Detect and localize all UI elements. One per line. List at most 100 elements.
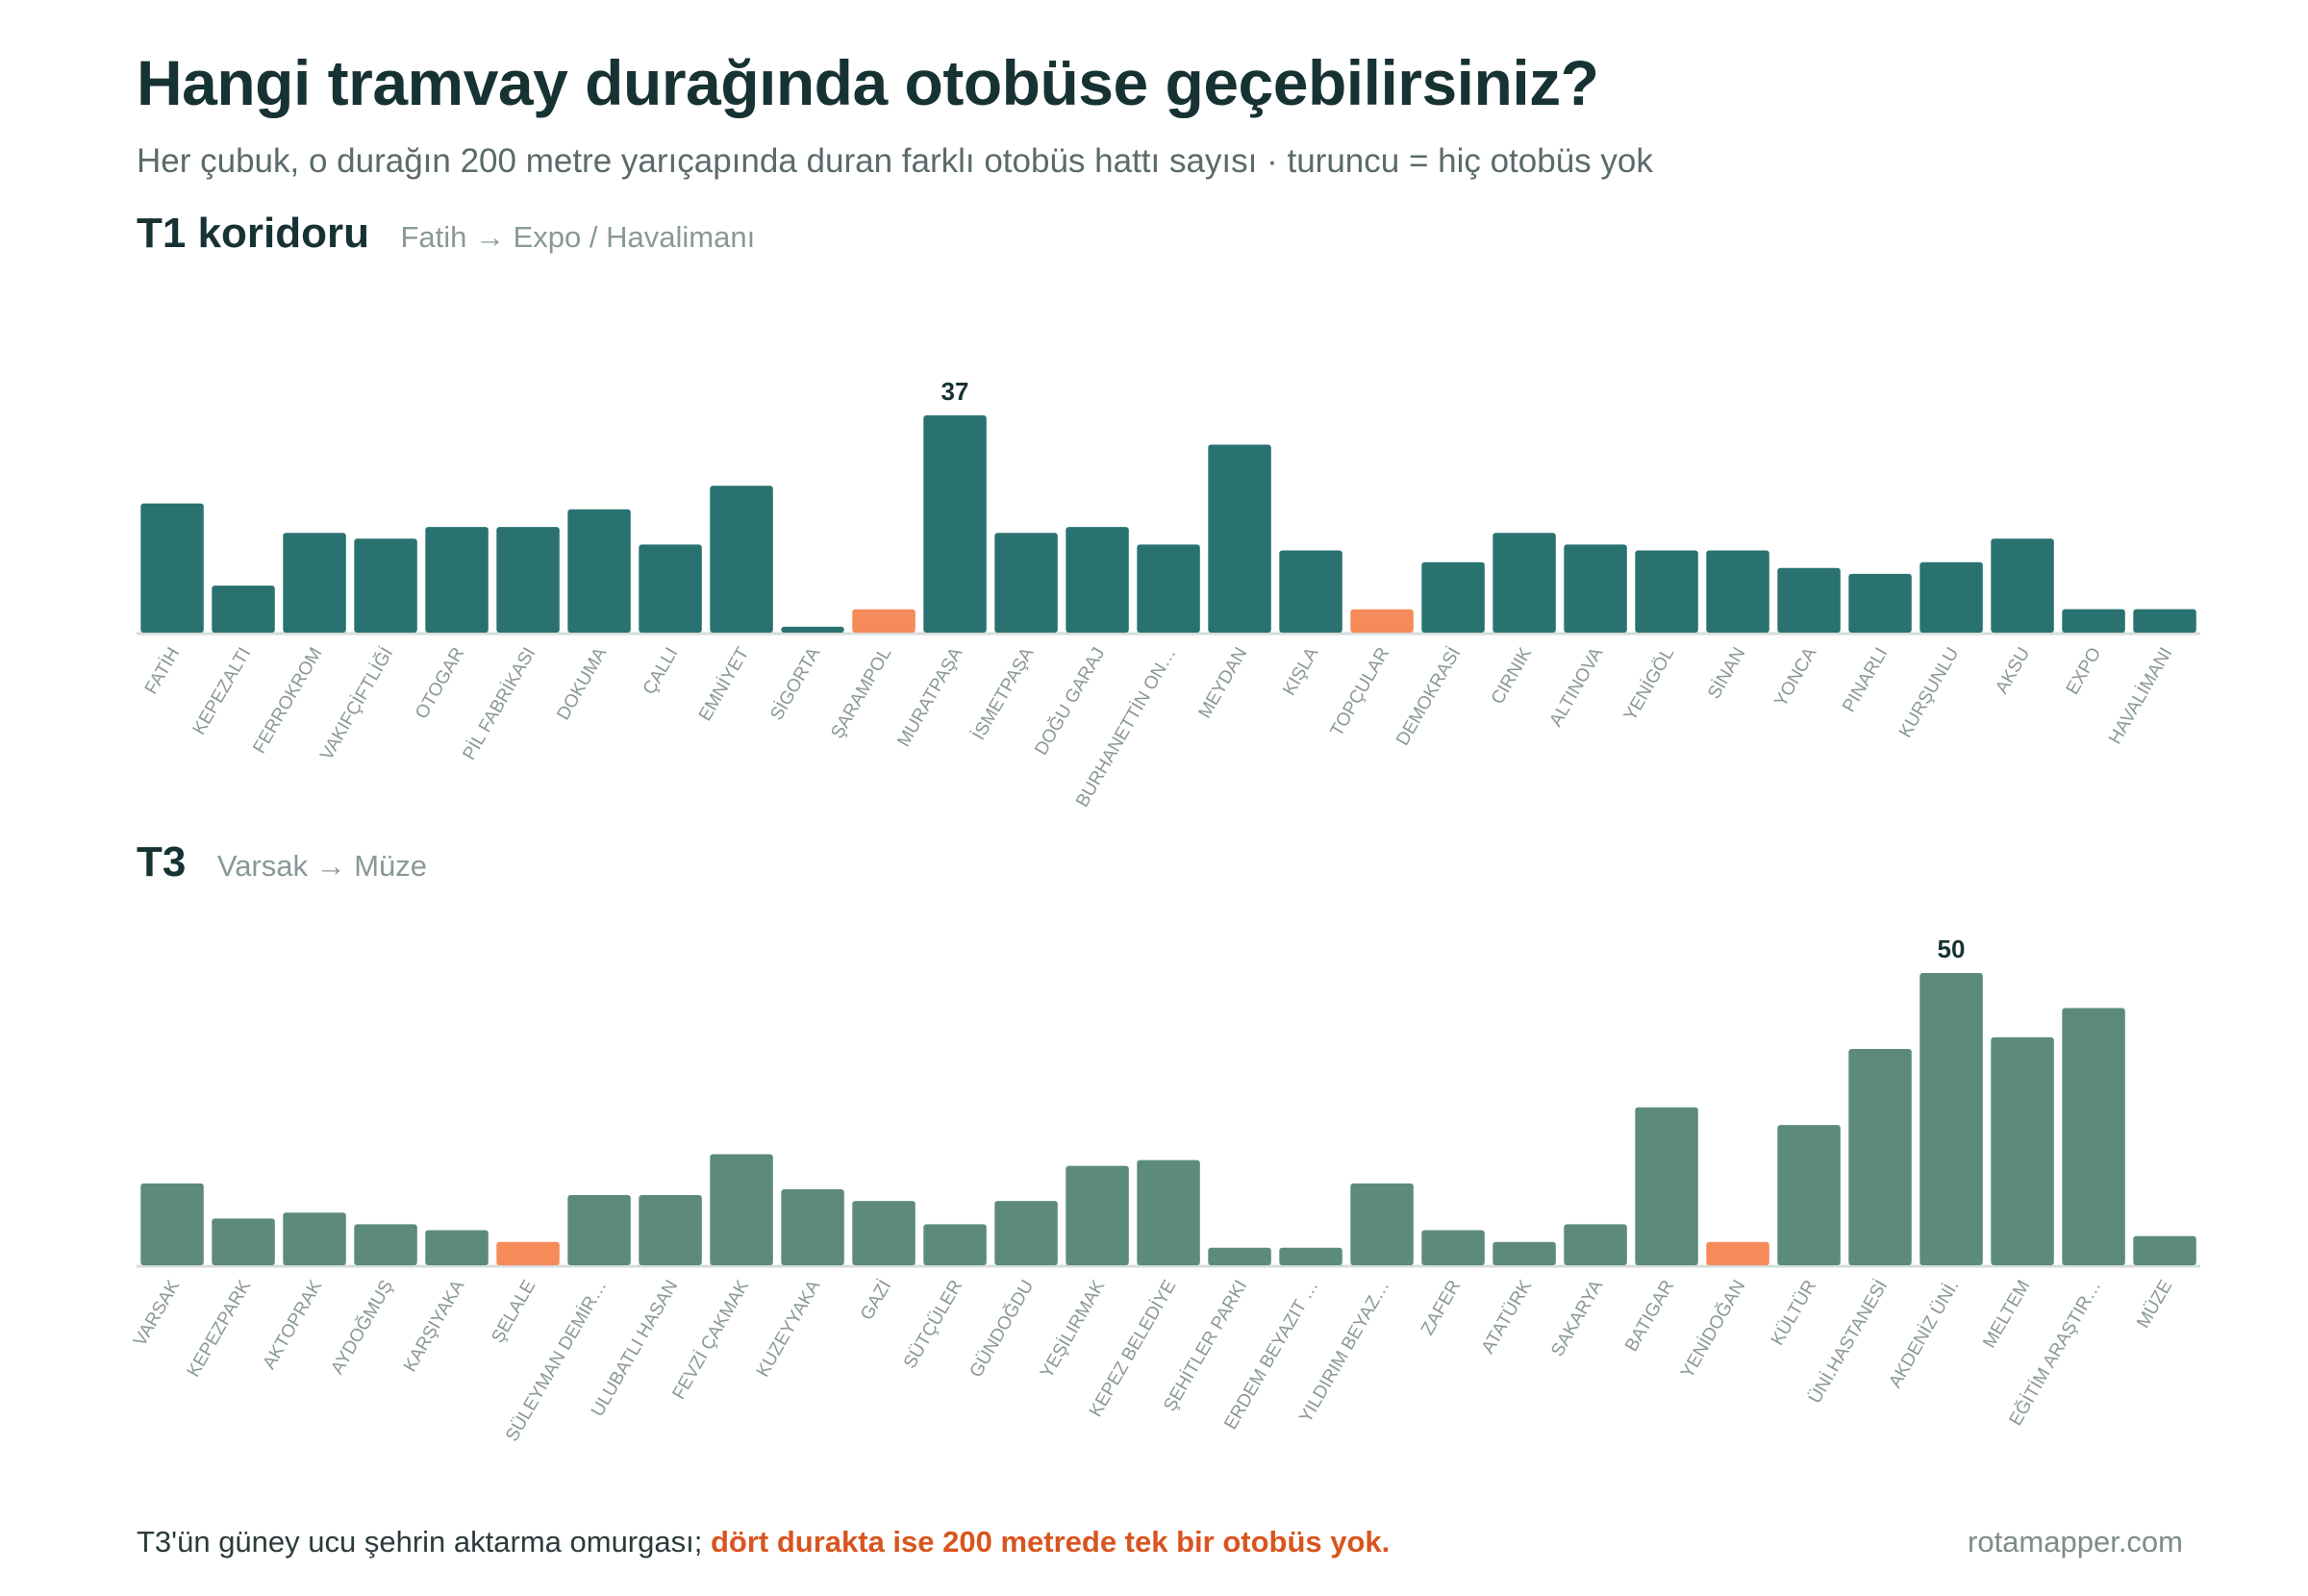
- t3-bar: [1564, 1224, 1627, 1265]
- t3-bar: [994, 1201, 1058, 1265]
- t3-category-label: GÜNDOĞDU: [966, 1277, 1039, 1382]
- t3-bar: [1421, 1230, 1485, 1265]
- t3-section-route: Varsak → Müze: [216, 849, 428, 883]
- t1-category-label: DOKUMA: [553, 644, 611, 724]
- t3-bar: [1493, 1241, 1556, 1265]
- t3-category-label: YENİDOĞAN: [1676, 1277, 1749, 1383]
- t3-section-header: T3 Varsak → Müze: [137, 838, 427, 886]
- t3-category-label: AYDOĞMUŞ: [327, 1277, 398, 1379]
- t3-category-label: KÜLTÜR: [1768, 1277, 1820, 1349]
- t1-category-label: DOĞU GARAJ: [1030, 644, 1109, 760]
- t1-category-label: MURATPAŞA: [893, 644, 966, 751]
- t3-category-label: ZAFER: [1417, 1277, 1465, 1338]
- t1-category-label: KEPEZALTI: [189, 644, 256, 738]
- t3-bar: [2133, 1235, 2196, 1265]
- t3-bar: [1919, 973, 1983, 1265]
- t1-category-label: EMNİYET: [695, 644, 754, 725]
- t3-bar: [425, 1230, 489, 1265]
- t1-category-label: SİNAN: [1704, 644, 1749, 703]
- t1-category-label: YENİGÖL: [1620, 644, 1678, 725]
- t3-bar-no-bus: [1706, 1241, 1769, 1265]
- t1-bar: [212, 586, 275, 633]
- t1-category-label: İSMETPAŞA: [968, 644, 1038, 744]
- t3-bar-chart: VARSAK KEPEZPARK AKTOPRAK AYDOĞMUŞ KARŞIYAKA…: [130, 935, 2200, 1445]
- t1-category-label: FERROKROM: [249, 644, 326, 757]
- t1-section-title: T1 koridoru: [137, 210, 370, 257]
- t3-bar: [1777, 1125, 1841, 1265]
- t3-category-label: AKDENİZ ÜNİ.: [1885, 1277, 1963, 1391]
- t1-peak-value-label: 37: [941, 377, 969, 406]
- t1-bar-no-bus: [852, 609, 916, 633]
- t3-bar: [1350, 1183, 1414, 1265]
- t1-bar: [1635, 550, 1698, 633]
- t3-bar: [140, 1183, 204, 1265]
- t3-category-label: YEŞİLIRMAK: [1037, 1277, 1109, 1383]
- t1-category-label: ALTINOVA: [1546, 644, 1608, 731]
- t1-category-label: EXPO: [2063, 644, 2106, 698]
- t1-bar: [1279, 550, 1342, 633]
- t1-bar: [639, 544, 702, 633]
- t1-category-label: KURŞUNLU: [1895, 644, 1963, 741]
- t3-category-label: KARŞIYAKA: [400, 1277, 469, 1376]
- t1-bar: [1421, 561, 1485, 633]
- t3-category-label: GAZİ: [857, 1277, 895, 1324]
- t1-bar: [1208, 444, 1271, 633]
- t3-bar-no-bus: [496, 1241, 560, 1265]
- t1-category-label: ÇALLI: [640, 644, 683, 698]
- t3-category-label: MÜZE: [2133, 1277, 2176, 1332]
- t3-category-label: ATATÜRK: [1478, 1277, 1537, 1358]
- t1-category-label: CIRNIK: [1488, 644, 1537, 709]
- t1-category-label: PINARLI: [1839, 644, 1892, 716]
- t3-bar: [2062, 1008, 2125, 1265]
- footer-note: T3'ün güney ucu şehrin aktarma omurgası;…: [137, 1525, 1390, 1559]
- t1-bar: [1564, 544, 1627, 633]
- t3-bar: [567, 1195, 631, 1265]
- footer-brand: rotamapper.com: [1968, 1525, 2183, 1559]
- t3-category-label: SÜTÇÜLER: [900, 1277, 966, 1372]
- t3-category-label: VARSAK: [130, 1277, 184, 1350]
- t1-bar: [354, 538, 417, 633]
- t1-bar: [710, 486, 773, 633]
- t3-category-label: KUZEYYAKA: [753, 1277, 825, 1381]
- t3-bar: [639, 1195, 702, 1265]
- t3-bar: [1848, 1049, 1912, 1265]
- t3-bar: [710, 1154, 773, 1265]
- t1-category-label: HAVALİMANI: [2105, 644, 2176, 748]
- t3-category-label: MELTEM: [1979, 1277, 2034, 1352]
- t3-peak-value-label: 50: [1938, 935, 1966, 963]
- t1-category-label: AKSU: [1992, 644, 2034, 697]
- t1-bar: [1493, 533, 1556, 633]
- t1-category-label: YONCA: [1770, 644, 1820, 711]
- t3-bar: [212, 1218, 275, 1265]
- t1-bar: [1706, 550, 1769, 633]
- chart-subtitle: Her çubuk, o durağın 200 metre yarıçapın…: [137, 142, 1653, 180]
- t3-bar: [354, 1224, 417, 1265]
- t3-bar: [1066, 1165, 1129, 1265]
- t1-section-route: Fatih → Expo / Havalimanı: [400, 220, 756, 254]
- t1-category-label: PİL FABRİKASI: [459, 644, 539, 763]
- t1-category-label: OTOGAR: [412, 644, 468, 723]
- t3-bar: [1208, 1247, 1271, 1265]
- t3-category-label: AKTOPRAK: [260, 1277, 327, 1373]
- t1-bar: [425, 527, 489, 633]
- footer-note-highlight: dört durakta ise 200 metrede tek bir oto…: [710, 1525, 1391, 1559]
- t1-bar: [923, 415, 987, 633]
- t3-bar: [923, 1224, 987, 1265]
- t1-category-label: MEYDAN: [1194, 644, 1251, 722]
- t1-bar: [2062, 609, 2125, 633]
- t1-category-label: TOPÇULAR: [1327, 644, 1394, 740]
- t3-category-label: FEVZİ ÇAKMAK: [668, 1277, 753, 1403]
- t1-category-label: SİGORTA: [766, 644, 824, 724]
- t1-category-label: VAKIFÇİFTLİĞİ: [315, 644, 397, 764]
- t1-bar: [496, 527, 560, 633]
- t1-bar: [781, 626, 844, 633]
- t1-category-label: DEMOKRASİ: [1392, 644, 1465, 749]
- t3-category-label: BATIGAR: [1621, 1277, 1678, 1356]
- t3-bar: [1991, 1036, 2054, 1265]
- t3-bar: [1635, 1107, 1698, 1265]
- t1-bar: [1848, 573, 1912, 633]
- t3-bar: [283, 1212, 346, 1265]
- t3-category-label: SAKARYA: [1547, 1277, 1607, 1360]
